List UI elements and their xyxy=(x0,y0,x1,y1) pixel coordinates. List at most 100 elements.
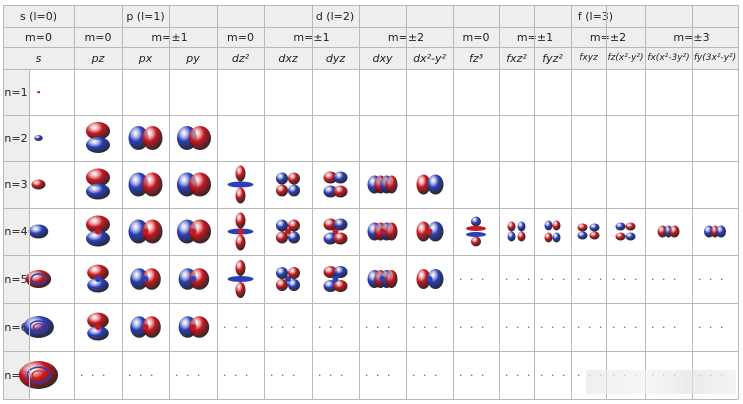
ellipsis-cell: · · · xyxy=(612,320,640,334)
orbital-shape-icon xyxy=(276,172,300,197)
ellipsis-cell: · · · xyxy=(698,320,726,334)
orbital-fz3-n4 xyxy=(453,208,499,255)
ellipsis-cell: · · · xyxy=(80,368,108,382)
row-label-3: n=3 xyxy=(3,161,29,208)
orbital-name-1: pz xyxy=(74,47,122,69)
ellipsis-cell: · · · xyxy=(577,272,605,286)
orbital-shape-icon xyxy=(416,174,444,195)
orbital-shape-icon xyxy=(36,90,41,94)
orbital-fxz2-n4 xyxy=(499,208,534,255)
orbital-s-n7 xyxy=(3,351,74,399)
orbital-pz-n6 xyxy=(74,303,122,351)
orbital-shape-icon xyxy=(177,219,211,244)
orbital-shape-icon xyxy=(367,270,398,288)
ellipsis-cell: · · · xyxy=(505,272,533,286)
orbital-pz-n4 xyxy=(74,208,122,255)
ellipsis-cell: · · · xyxy=(365,368,393,382)
orbital-shape-icon xyxy=(130,268,161,290)
orbital-s-n3 xyxy=(3,161,74,208)
header-l-0: s (l=0) xyxy=(3,5,74,27)
orbital-dz2-n3 xyxy=(217,161,264,208)
orbital-shape-icon xyxy=(323,218,348,245)
orbital-name-15: fy(3x²-y²) xyxy=(692,47,738,69)
ellipsis-cell: · · · xyxy=(412,320,440,334)
orbital-px-n5 xyxy=(122,255,169,303)
ellipsis-cell: · · · xyxy=(223,368,251,382)
orbital-py-n3 xyxy=(169,161,217,208)
orbital-shape-icon xyxy=(87,312,109,341)
orbital-shape-icon xyxy=(34,135,43,141)
orbital-name-11: fyz² xyxy=(534,47,571,69)
orbital-shape-icon xyxy=(657,225,680,238)
orbital-fzx2y2-n4 xyxy=(606,208,645,255)
ellipsis-cell: · · · xyxy=(412,368,440,382)
orbital-shape-icon xyxy=(416,269,444,289)
orbital-fx-n4 xyxy=(645,208,692,255)
header-m-0: m=0 xyxy=(3,27,74,47)
header-m-9: m=±3 xyxy=(645,27,738,47)
orbital-s-n1 xyxy=(3,69,74,115)
orbital-s-n5 xyxy=(3,255,74,303)
orbital-name-2: px xyxy=(122,47,169,69)
orbital-fy-n4 xyxy=(692,208,738,255)
orbital-py-n4 xyxy=(169,208,217,255)
orbital-shape-icon xyxy=(227,165,254,204)
header-m-4: m=±1 xyxy=(264,27,359,47)
orbital-pz-n5 xyxy=(74,255,122,303)
orbital-dyz-n5 xyxy=(312,255,359,303)
ellipsis-cell: · · · xyxy=(459,272,487,286)
orbital-dxy-n3 xyxy=(359,161,406,208)
ellipsis-cell: · · · xyxy=(651,320,679,334)
row-label-1: n=1 xyxy=(3,69,29,115)
orbital-dx2y2-n5 xyxy=(406,255,453,303)
orbital-name-5: dxz xyxy=(264,47,312,69)
orbital-shape-icon xyxy=(178,268,210,290)
orbital-name-12: fxyz xyxy=(571,47,606,69)
row-label-5: n=5 xyxy=(3,255,29,303)
ellipsis-cell: · · · xyxy=(540,368,568,382)
orbital-dxz-n4 xyxy=(264,208,312,255)
orbital-dz2-n4 xyxy=(217,208,264,255)
orbital-shape-icon xyxy=(466,216,486,247)
orbital-name-14: fx(x²-3y²) xyxy=(645,47,692,69)
orbital-fyz2-n4 xyxy=(534,208,571,255)
orbital-shape-icon xyxy=(178,316,210,338)
orbital-shape-icon xyxy=(227,260,254,298)
ellipsis-cell: · · · xyxy=(505,368,533,382)
orbital-py-n5 xyxy=(169,255,217,303)
ellipsis-cell: · · · xyxy=(540,272,568,286)
orbital-s-n2 xyxy=(3,115,74,161)
orbital-dxz-n5 xyxy=(264,255,312,303)
orbital-name-3: py xyxy=(169,47,217,69)
orbital-shape-icon xyxy=(86,122,110,153)
orbital-dyz-n3 xyxy=(312,161,359,208)
orbital-shape-icon xyxy=(25,270,52,288)
orbital-shape-icon xyxy=(615,222,636,241)
orbital-shape-icon xyxy=(416,221,444,242)
header-m-8: m=±2 xyxy=(571,27,645,47)
orbital-shape-icon xyxy=(227,212,254,251)
header-m-6: m=0 xyxy=(453,27,499,47)
ellipsis-cell: · · · xyxy=(540,320,568,334)
ellipsis-cell: · · · xyxy=(612,272,640,286)
orbital-px-n2 xyxy=(122,115,169,161)
orbital-px-n4 xyxy=(122,208,169,255)
orbital-shape-icon xyxy=(31,179,46,190)
row-label-4: n=4 xyxy=(3,208,29,255)
orbital-pz-n2 xyxy=(74,115,122,161)
orbital-name-0: s xyxy=(3,47,74,69)
orbital-shape-icon xyxy=(367,175,398,194)
orbital-shape-icon xyxy=(323,266,348,292)
row-label-2: n=2 xyxy=(3,115,29,161)
orbital-dxy-n5 xyxy=(359,255,406,303)
orbital-fxyz-n4 xyxy=(571,208,606,255)
header-l-3: f (l=3) xyxy=(453,5,738,27)
orbital-shape-icon xyxy=(507,221,526,242)
ellipsis-cell: · · · xyxy=(577,320,605,334)
orbital-dx2y2-n4 xyxy=(406,208,453,255)
ellipsis-cell: · · · xyxy=(318,320,346,334)
orbital-shape-icon xyxy=(177,126,211,150)
orbital-name-6: dyz xyxy=(312,47,359,69)
orbital-shape-icon xyxy=(177,172,211,197)
ellipsis-cell: · · · xyxy=(270,320,298,334)
